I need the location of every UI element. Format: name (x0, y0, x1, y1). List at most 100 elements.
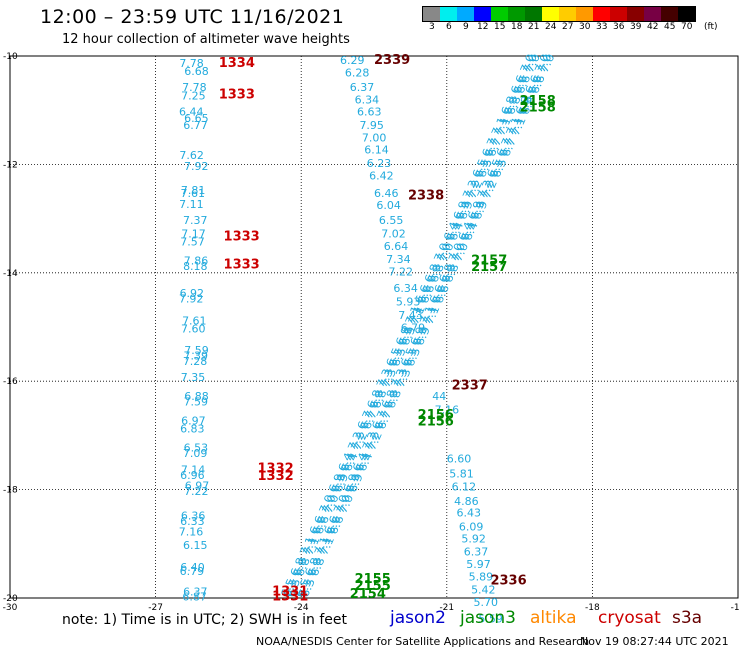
swh-value: 7.61 (182, 314, 207, 327)
swh-value: 7.14 (181, 463, 206, 476)
pass-time-label: 2338 (408, 189, 444, 204)
pass-time-label: 1334 (219, 56, 255, 71)
mission-s3a: s3a (672, 608, 703, 628)
pass-time-label: 2157 (471, 254, 507, 269)
legend-label: 33 (596, 22, 608, 32)
page-title: 12:00 – 23:59 UTC 11/16/2021 (40, 6, 345, 28)
swh-value: 7.62 (179, 149, 204, 162)
swh-value: 6.33 (180, 515, 205, 528)
swh-value: 7.11 (179, 198, 204, 211)
swh-value: 7.92 (179, 293, 204, 306)
swh-value: 7.92 (184, 160, 209, 173)
mission-altika: altika (530, 608, 577, 628)
pass-time-label: 1331 (272, 590, 308, 605)
y-tick-label: -18 (3, 486, 18, 496)
footer-timestamp: Nov 19 08:27:44 UTC 2021 (580, 635, 729, 648)
pass-time-label: 2337 (452, 378, 488, 393)
swh-value: 6.34 (393, 282, 418, 295)
swh-value: 7.95 (359, 119, 384, 132)
swh-value: 5.93 (396, 295, 421, 308)
x-tick-label: -15 (731, 603, 740, 613)
legend-swatch (627, 7, 644, 21)
swh-value: 6.23 (367, 157, 392, 170)
swh-value: 8.18 (183, 260, 208, 273)
swh-value: 7.09 (183, 447, 208, 460)
legend-swatch (440, 7, 457, 21)
swh-value: 7.59 (184, 396, 209, 409)
swh-value: 6.79 (180, 565, 205, 578)
swh-value: 5.70 (473, 596, 498, 609)
x-tick-label: -21 (439, 603, 454, 613)
swh-value: 6.97 (181, 415, 206, 428)
pass-time-label: 2336 (490, 573, 526, 588)
legend-label: 15 (494, 22, 506, 32)
mission-cryosat: cryosat (598, 608, 661, 628)
legend-label: 9 (463, 22, 469, 32)
swh-value: 7.43 (398, 309, 423, 322)
swh-value: 5.97 (466, 558, 491, 571)
legend-swatch (542, 7, 559, 21)
legend-swatch (644, 7, 661, 21)
legend-label: 27 (562, 22, 574, 32)
swh-value: 6.55 (379, 214, 404, 227)
y-tick-label: -14 (3, 269, 18, 279)
legend-unit: (ft) (704, 22, 718, 32)
page-subtitle: 12 hour collection of altimeter wave hei… (62, 32, 350, 47)
legend-swatch (457, 7, 474, 21)
legend-label: 18 (511, 22, 523, 32)
swh-value: 7.60 (181, 322, 206, 335)
pass-time-label: 2155 (355, 572, 391, 587)
legend-label: 45 (664, 22, 676, 32)
swh-value: 7.59 (184, 344, 209, 357)
y-tick-label: -10 (3, 52, 18, 62)
swh-value: 5.42 (471, 584, 496, 597)
swh-value: 6.65 (184, 112, 209, 125)
legend-swatch (559, 7, 576, 21)
swh-value: 7.39 (184, 350, 209, 363)
pass-time-label: 1333 (224, 257, 260, 272)
pass-time-label: 2156 (418, 408, 454, 423)
pass-time-label: 2158 (520, 94, 556, 109)
swh-value: 7.61 (181, 187, 206, 200)
legend-label: 12 (477, 22, 489, 32)
swh-value: 6.40 (180, 561, 205, 574)
pass-time-label: 2339 (374, 53, 410, 68)
mission-jason2: jason2 (390, 608, 446, 628)
swh-value: 7.78 (182, 81, 207, 94)
swh-value: 5.81 (449, 468, 474, 481)
swh-value: 6.29 (340, 54, 365, 67)
legend-swatch (474, 7, 491, 21)
swh-value: 6.92 (180, 287, 205, 300)
pass-time-label: 1333 (224, 229, 260, 244)
pass-time-label: 1332 (258, 469, 294, 484)
swh-value: 6.79 (401, 321, 426, 334)
swh-value: 7.78 (179, 57, 204, 70)
footer-credit: NOAA/NESDIS Center for Satellite Applica… (256, 635, 590, 648)
swh-value: 6.60 (447, 453, 472, 466)
swh-value: 6.36 (181, 509, 206, 522)
swh-value: 7.17 (181, 228, 206, 241)
legend-swatch (661, 7, 678, 21)
swh-value: 7.34 (386, 253, 411, 266)
pass-time-label: 2158 (520, 100, 556, 115)
swh-value: 7.22 (184, 485, 209, 498)
pass-time-label: 2156 (418, 415, 454, 430)
y-tick-label: -20 (3, 594, 18, 604)
swh-value: 7.86 (184, 255, 209, 268)
x-tick-label: -27 (148, 603, 163, 613)
swh-value: 6.37 (183, 585, 208, 598)
x-tick-label: -24 (294, 603, 309, 613)
footer-note: note: 1) Time is in UTC; 2) SWH is in fe… (62, 612, 348, 628)
map-frame (9, 55, 739, 599)
legend-label: 42 (647, 22, 659, 32)
swh-value: 6.09 (459, 520, 484, 533)
swh-value: 6.96 (180, 469, 205, 482)
pass-time-label: 1332 (258, 461, 294, 476)
swh-value: 6.87 (182, 591, 207, 604)
swh-value: 7.81 (181, 184, 206, 197)
legend-label: 21 (528, 22, 540, 32)
legend-swatch (678, 7, 695, 21)
legend-swatch (525, 7, 542, 21)
swh-value: 6.44 (179, 106, 204, 119)
